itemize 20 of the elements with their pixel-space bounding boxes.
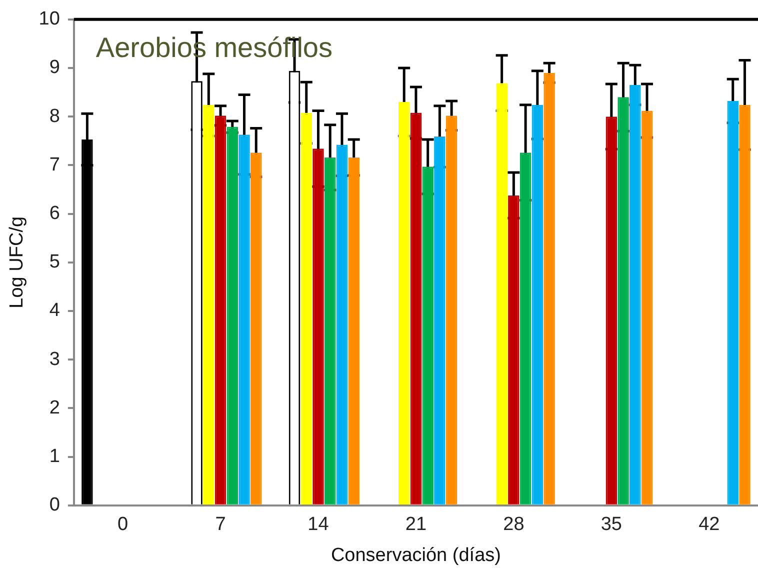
y-tick-label: 7: [49, 154, 60, 176]
y-tick-label: 1: [49, 446, 60, 468]
y-tick-label: 5: [49, 252, 60, 273]
y-tick-label: 9: [49, 57, 60, 78]
y-tick-label: 6: [49, 203, 60, 224]
x-tick-label: 42: [698, 514, 720, 536]
y-tick-label: 2: [49, 397, 60, 418]
x-tick-label: 7: [215, 514, 226, 536]
x-tick-label: 21: [405, 514, 427, 536]
y-tick-label: 4: [49, 300, 60, 322]
y-tick-label: 3: [49, 348, 60, 370]
x-tick-label: 28: [503, 514, 524, 536]
x-axis-title: Conservación (días): [330, 544, 501, 566]
x-tick-label: 14: [308, 514, 330, 536]
x-tick-label: 35: [600, 514, 622, 536]
y-tick-label: 0: [49, 494, 60, 516]
x-tick-label: 0: [118, 514, 128, 536]
y-axis-title: Log UFC/g: [6, 216, 28, 308]
y-tick-label: 10: [38, 8, 60, 30]
y-tick-label: 8: [49, 106, 60, 127]
